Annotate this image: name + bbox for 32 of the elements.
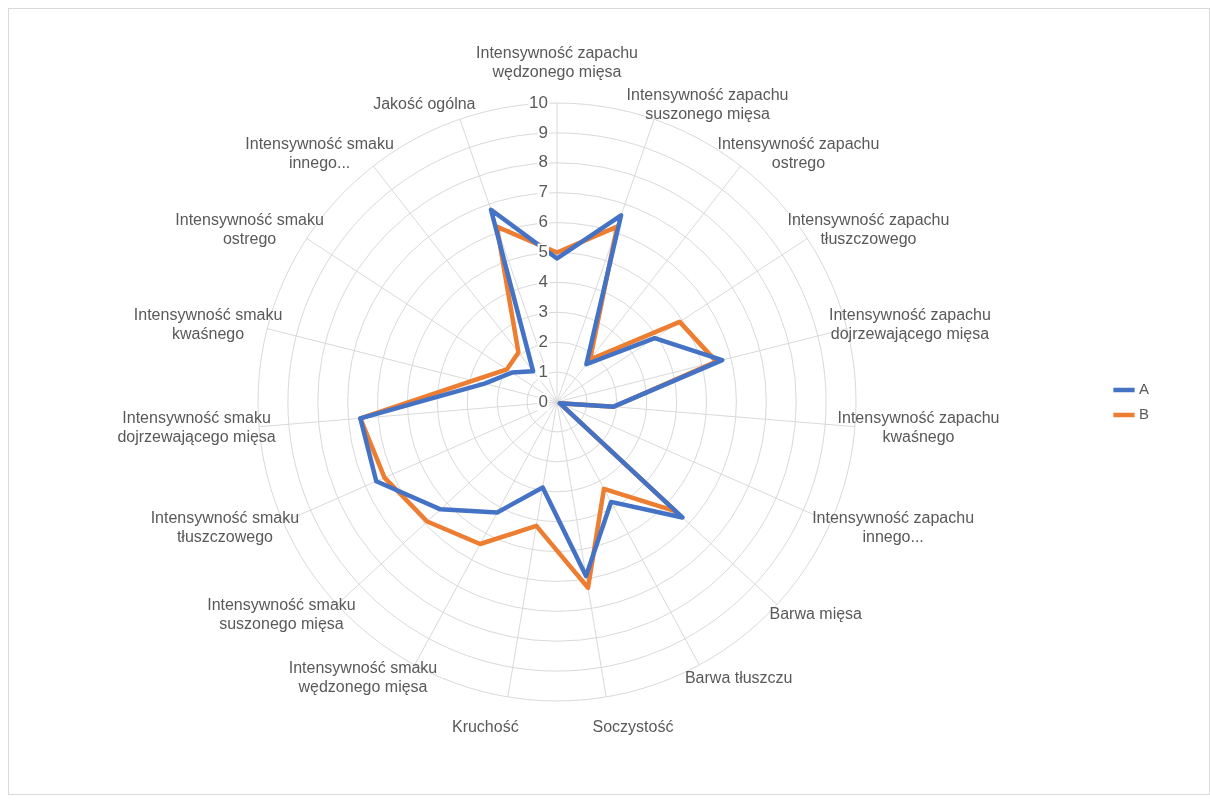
spoke-label: Intensywność zapachu dojrzewającego mięsa bbox=[829, 305, 991, 342]
spoke-label: Intensywność zapachu kwaśnego bbox=[837, 408, 1000, 445]
y-tick-label: 7 bbox=[538, 182, 548, 202]
spoke-label: Barwa tłuszczu bbox=[684, 668, 793, 686]
legend-label: A bbox=[1139, 380, 1150, 398]
legend-label: B bbox=[1139, 405, 1150, 423]
spoke-label: Intensywność smaku dojrzewającego mięsa bbox=[117, 408, 276, 445]
spoke-label: Intensywność smaku tłuszczowego bbox=[150, 509, 300, 546]
y-tick-label: 3 bbox=[538, 301, 548, 321]
spoke-label: Intensywność zapachu suszonego mięsa bbox=[626, 85, 789, 122]
spoke-label: Intensywność smaku innego... bbox=[245, 135, 394, 172]
y-tick-label: 0 bbox=[538, 391, 548, 411]
y-tick-label: 10 bbox=[529, 92, 548, 112]
spoke-label: Intensywność smaku ostrego bbox=[175, 211, 324, 248]
y-tick-label: 9 bbox=[538, 122, 548, 142]
y-tick-label: 5 bbox=[538, 242, 548, 262]
spoke-label: Kruchość bbox=[451, 717, 519, 735]
spoke-label: Intensywność zapachu ostrego bbox=[717, 135, 880, 172]
y-tick-label: 6 bbox=[538, 212, 548, 232]
y-tick-label: 1 bbox=[538, 361, 548, 381]
spoke-label: Jakość ogólna bbox=[373, 95, 476, 113]
spoke-label: Soczystość bbox=[592, 717, 674, 735]
spoke-label: Intensywność zapachu wędzonego mięsa bbox=[476, 43, 638, 80]
y-tick-label: 8 bbox=[538, 152, 548, 172]
spoke-label: Barwa mięsa bbox=[769, 605, 863, 623]
y-tick-label: 4 bbox=[538, 272, 548, 292]
spoke-label: Intensywność smaku kwaśnego bbox=[133, 305, 283, 342]
spoke-label: Intensywność zapachu innego... bbox=[812, 509, 975, 546]
y-tick-label: 2 bbox=[538, 331, 548, 351]
spoke-label: Intensywność smaku suszonego mięsa bbox=[207, 595, 356, 632]
spoke-label: Intensywność zapachu tłuszczowego bbox=[787, 211, 950, 248]
spoke-label: Intensywność smaku wędzonego mięsa bbox=[288, 659, 438, 696]
